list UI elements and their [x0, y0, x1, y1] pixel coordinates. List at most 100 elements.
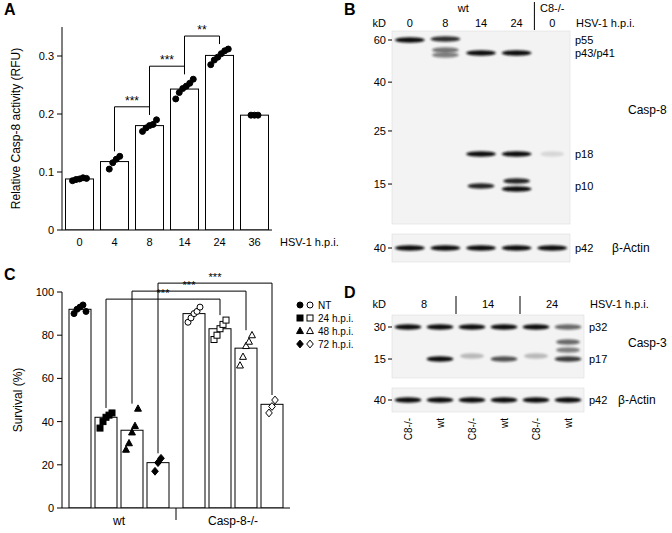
condition-label: HSV-1 h.p.i. [590, 298, 649, 310]
x-tick-label: 0 [76, 236, 82, 248]
significance-bracket [150, 66, 185, 115]
bar [95, 417, 117, 508]
y-tick [57, 378, 62, 379]
blot-band [427, 397, 454, 403]
band-label: p43/p41 [575, 47, 615, 59]
data-point [135, 405, 142, 411]
band-label: p10 [575, 180, 593, 192]
blot-band [523, 324, 550, 330]
band-label: p42 [575, 242, 593, 254]
y-tick-label: 0.1 [39, 166, 54, 178]
data-point [109, 410, 115, 416]
marker-label: 15 [374, 178, 386, 190]
lane-label: C8-/- [467, 418, 478, 440]
blot-band [427, 324, 454, 330]
data-point [80, 302, 86, 308]
marker-tick [388, 40, 392, 41]
y-tick [57, 56, 62, 57]
marker-label: 25 [374, 125, 386, 137]
data-point [158, 454, 165, 462]
blot-band [555, 324, 582, 330]
blot-band [466, 50, 496, 56]
blot-band [502, 50, 532, 56]
data-point [129, 429, 136, 435]
data-point [152, 467, 159, 475]
bar [206, 55, 234, 230]
data-point [223, 317, 229, 323]
y-axis [62, 27, 63, 230]
y-tick-label: 0 [48, 224, 54, 236]
data-point [132, 422, 139, 428]
y-tick [57, 230, 62, 231]
data-point [237, 362, 244, 368]
x-tick-label: 14 [178, 236, 190, 248]
legend-label: 72 h.p.i. [318, 339, 354, 350]
y-tick-label: 60 [42, 372, 54, 384]
data-point [97, 425, 103, 431]
data-point [190, 76, 196, 82]
x-tick-label: 8 [146, 236, 152, 248]
blot-band [430, 36, 460, 42]
x-tick-label: wt [112, 514, 126, 528]
y-tick [57, 464, 62, 465]
group-label: wt [457, 2, 469, 14]
data-point [249, 331, 256, 337]
blot-band [555, 397, 582, 403]
blot-membrane [392, 315, 584, 378]
x-tick-label: 36 [248, 236, 260, 248]
blot-band [466, 151, 496, 157]
group-divider [534, 2, 535, 30]
blot-band [468, 183, 495, 189]
marker-tick [388, 327, 392, 328]
legend-marker [297, 340, 304, 348]
blot-band [459, 397, 486, 403]
significance-bracket [106, 299, 220, 408]
group-divider [456, 296, 457, 314]
time-label: 8 [421, 298, 427, 310]
y-tick-label: 0.3 [39, 50, 54, 62]
bar [121, 430, 143, 508]
lane-label: wt [563, 418, 574, 429]
blot-membrane [392, 31, 570, 224]
data-point [84, 175, 90, 181]
lane-label: 14 [475, 17, 487, 29]
lane-label: wt [499, 418, 510, 429]
y-tick-label: 0 [48, 502, 54, 514]
lane-label: C8-/- [531, 418, 542, 440]
blot-band [432, 47, 459, 53]
figure: A00.10.20.3048142436HSV-1 h.p.i.Relative… [0, 0, 672, 533]
y-tick-label: 20 [42, 459, 54, 471]
bar [261, 404, 283, 508]
protein-label: β-Actin [612, 241, 650, 255]
data-point [154, 117, 160, 123]
marker-label: 40 [374, 394, 386, 406]
significance-bracket [185, 36, 220, 74]
blot-band [466, 245, 496, 251]
protein-label: Casp-3 [628, 336, 667, 350]
y-tick [57, 508, 62, 509]
band-label: p32 [589, 321, 607, 333]
legend-label: NT [318, 300, 331, 311]
data-point [240, 353, 247, 359]
significance-bracket [115, 107, 150, 152]
time-label: 24 [546, 298, 558, 310]
x-tick-label: 24 [213, 236, 225, 248]
significance-label: *** [125, 94, 139, 108]
y-tick [57, 292, 62, 293]
marker-tick [388, 248, 392, 249]
data-point [197, 304, 203, 310]
x-axis [62, 230, 272, 231]
lane-label: C8-/- [403, 418, 414, 440]
blot-band [502, 186, 532, 192]
plot-area [66, 46, 269, 230]
blot-membrane [392, 388, 584, 412]
bar [209, 329, 231, 508]
legend-marker [297, 315, 303, 321]
y-tick-label: 80 [42, 329, 54, 341]
y-axis-label: Survival (%) [11, 368, 25, 433]
blot-band [395, 397, 422, 403]
y-tick-label: 0.2 [39, 108, 54, 120]
marker-tick [388, 130, 392, 131]
y-axis-label: Relative Casp-8 activity (RFU) [9, 48, 23, 209]
legend-label: 48 h.p.i. [318, 326, 354, 337]
